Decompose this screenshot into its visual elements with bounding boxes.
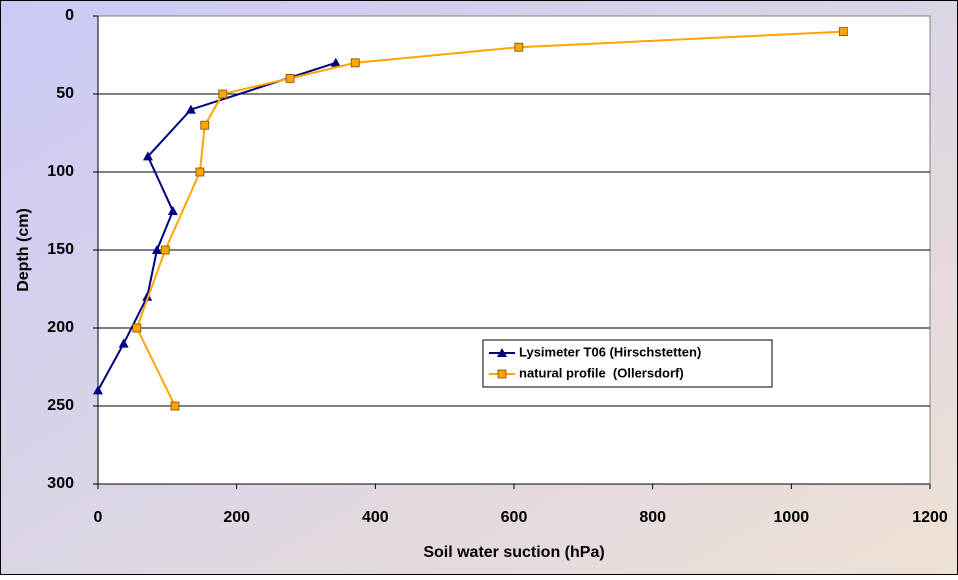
y-tick-label: 150 (47, 241, 74, 258)
point (118, 338, 129, 348)
legend-box (482, 339, 773, 388)
y-axis-label: Depth (cm) (15, 208, 32, 292)
point (200, 120, 210, 130)
y-tick-label: 300 (47, 475, 74, 492)
x-tick-label: 200 (223, 509, 250, 526)
point (514, 42, 524, 52)
y-tick-label: 100 (47, 163, 74, 180)
x-tick-label: 600 (501, 509, 528, 526)
point (132, 323, 142, 333)
point (170, 401, 180, 411)
x-tick-label: 1200 (912, 509, 948, 526)
y-tick-label: 50 (56, 85, 74, 102)
legend-label: Lysimeter T06 (Hirschstetten) (519, 344, 701, 359)
point (93, 385, 103, 395)
x-tick-label: 800 (639, 509, 666, 526)
point (142, 151, 153, 161)
legend-label: natural profile (Ollersdorf) (519, 365, 684, 380)
x-tick-label: 1000 (774, 509, 810, 526)
legend: Lysimeter T06 (Hirschstetten) natural pro… (482, 339, 773, 388)
legend-marker (497, 348, 507, 357)
point (218, 89, 228, 99)
point (160, 245, 170, 255)
series-line (97, 61, 337, 391)
x-tick-label: 0 (94, 509, 103, 526)
point (838, 27, 848, 37)
point (330, 57, 341, 67)
point (195, 167, 205, 177)
point (142, 291, 153, 301)
point (350, 58, 360, 68)
y-tick-label: 200 (47, 319, 74, 336)
y-tick-label: 0 (65, 7, 74, 24)
point (167, 206, 178, 215)
y-tick-label: 250 (47, 397, 74, 414)
point (285, 74, 295, 83)
x-tick-label: 400 (362, 509, 389, 526)
legend-marker (497, 369, 507, 379)
series-line (135, 30, 844, 407)
point (185, 104, 196, 114)
point (151, 245, 162, 254)
x-axis-label: Soil water suction (hPa) (423, 544, 604, 561)
